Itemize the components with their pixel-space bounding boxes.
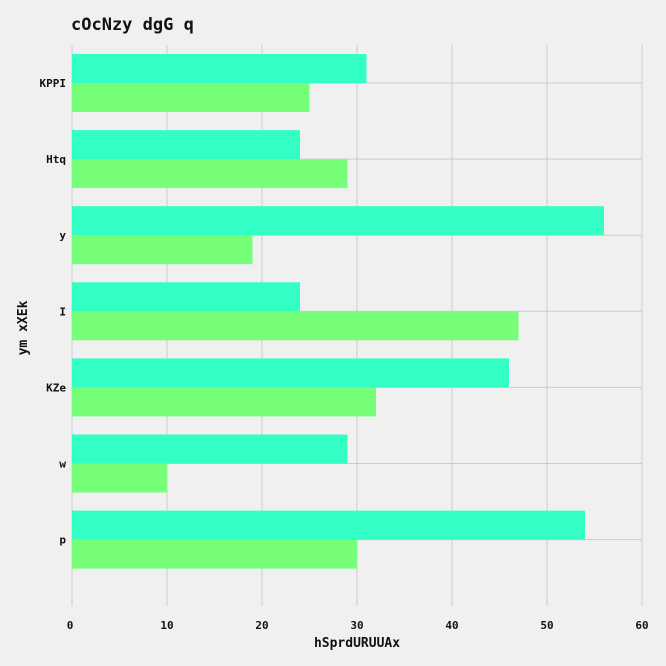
bar-series-2-Htq xyxy=(72,159,348,189)
bar-series-1-Htq xyxy=(72,130,300,160)
y-tick-label: KZe xyxy=(46,381,66,394)
y-tick-labels: KPPI Htq y I KZe w p xyxy=(40,77,67,547)
x-tick-labels: 0 10 20 30 40 50 60 xyxy=(67,619,649,632)
bar-series-1-KPPI xyxy=(72,54,367,83)
bar-series-1-I xyxy=(72,282,300,312)
bar-series-2-p xyxy=(72,539,357,569)
y-tick-label: KPPI xyxy=(40,77,67,90)
bar-series-1-y xyxy=(72,206,604,236)
x-tick-label: 50 xyxy=(540,619,553,632)
x-tick-label: 30 xyxy=(350,619,363,632)
x-axis-label: hSprdURUUAx xyxy=(314,636,400,651)
chart-title: cOcNzy dgG q xyxy=(71,15,194,35)
y-tick-label: Htq xyxy=(46,153,66,166)
bar-series-2-y xyxy=(72,235,253,265)
x-tick-label: 20 xyxy=(255,619,268,632)
bar-series-2-KZe xyxy=(72,387,376,417)
y-tick-label: y xyxy=(59,229,66,242)
bar-series-2-I xyxy=(72,311,519,341)
bars xyxy=(72,54,604,569)
bar-series-2-KPPI xyxy=(72,83,310,112)
bar-series-1-w xyxy=(72,434,348,464)
x-tick-label: 10 xyxy=(160,619,173,632)
bar-series-1-KZe xyxy=(72,358,509,388)
y-tick-label: I xyxy=(59,305,66,318)
y-tick-label: p xyxy=(59,534,66,547)
y-tick-label: w xyxy=(59,458,66,471)
x-tick-label: 60 xyxy=(635,619,648,632)
bar-series-2-w xyxy=(72,463,167,493)
bar-series-1-p xyxy=(72,510,585,540)
y-axis-label: ym xXEk xyxy=(16,300,31,355)
x-tick-label: 40 xyxy=(445,619,458,632)
x-tick-label: 0 xyxy=(67,619,74,632)
